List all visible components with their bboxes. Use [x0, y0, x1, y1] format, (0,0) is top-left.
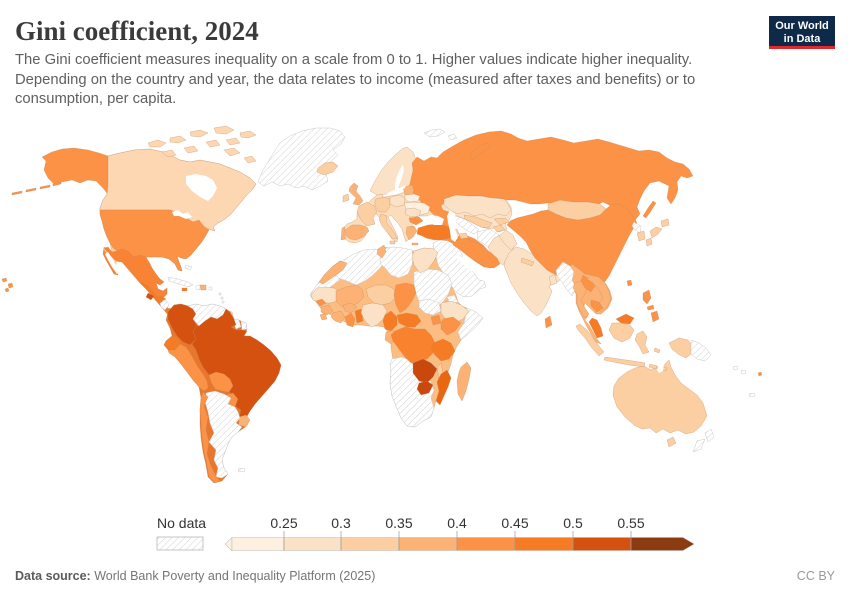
svg-text:0.45: 0.45 — [501, 515, 528, 531]
svg-text:0.55: 0.55 — [617, 515, 644, 531]
svg-text:0.4: 0.4 — [447, 515, 467, 531]
svg-text:0.25: 0.25 — [270, 515, 297, 531]
svg-text:No data: No data — [157, 515, 206, 531]
svg-text:0.5: 0.5 — [563, 515, 583, 531]
svg-text:0.3: 0.3 — [331, 515, 351, 531]
svg-text:0.35: 0.35 — [385, 515, 412, 531]
